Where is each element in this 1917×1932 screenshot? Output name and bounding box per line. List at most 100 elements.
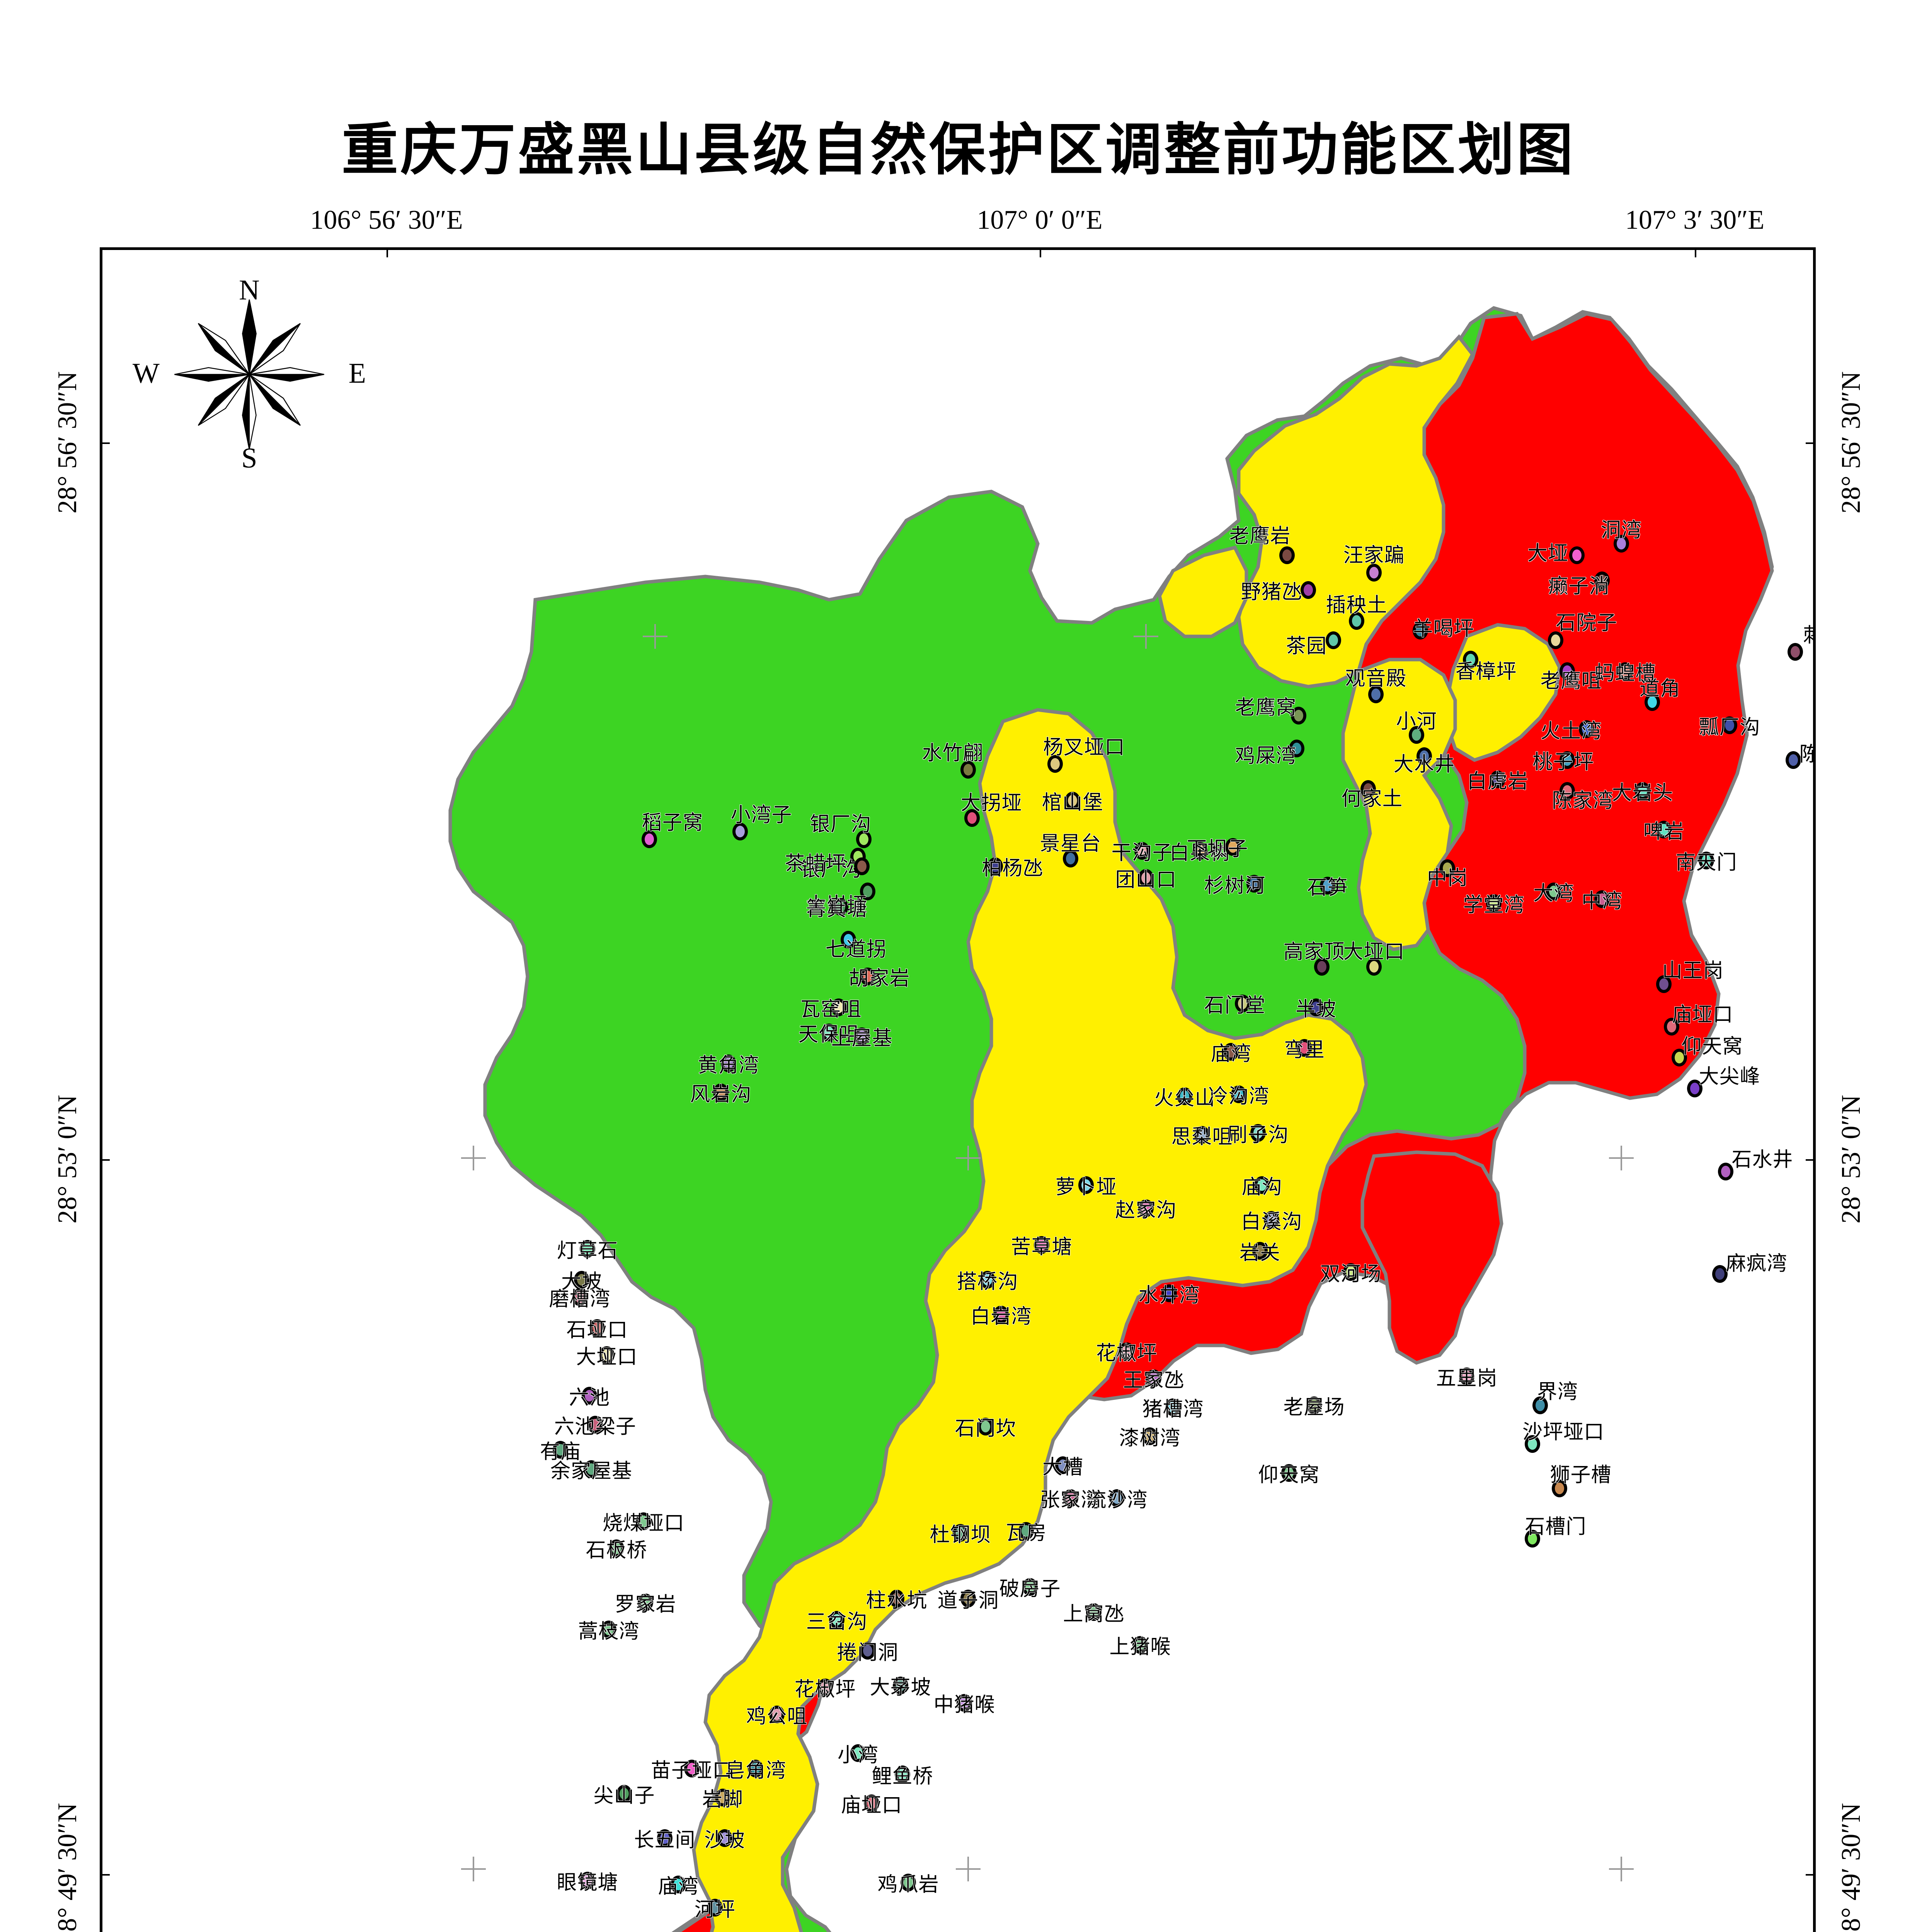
place-marker[interactable] xyxy=(833,898,848,916)
place-marker[interactable] xyxy=(1559,782,1575,800)
place-marker[interactable] xyxy=(1409,726,1424,744)
place-marker[interactable] xyxy=(1413,622,1428,639)
place-marker[interactable] xyxy=(980,1271,995,1289)
place-marker[interactable] xyxy=(1314,958,1330,976)
place-marker[interactable] xyxy=(1569,546,1585,564)
place-marker[interactable] xyxy=(1687,1080,1702,1097)
place-marker[interactable] xyxy=(1231,1085,1246,1103)
place-marker[interactable] xyxy=(609,1539,624,1557)
place-marker[interactable] xyxy=(1281,1464,1297,1482)
place-marker[interactable] xyxy=(901,1874,916,1891)
place-marker[interactable] xyxy=(1788,643,1803,661)
place-marker[interactable] xyxy=(1254,1176,1270,1194)
place-marker[interactable] xyxy=(1594,890,1610,908)
place-marker[interactable] xyxy=(1614,535,1629,553)
place-marker[interactable] xyxy=(671,1876,686,1893)
place-marker[interactable] xyxy=(895,1765,910,1783)
place-marker[interactable] xyxy=(1664,1018,1679,1036)
place-marker[interactable] xyxy=(1301,581,1316,599)
place-marker[interactable] xyxy=(1225,838,1241,856)
place-marker[interactable] xyxy=(1699,852,1714,869)
place-marker[interactable] xyxy=(864,1794,879,1812)
place-marker[interactable] xyxy=(580,1872,595,1889)
place-marker[interactable] xyxy=(987,857,1003,875)
place-marker[interactable] xyxy=(1718,1163,1733,1180)
place-marker[interactable] xyxy=(1194,1126,1210,1144)
place-marker[interactable] xyxy=(1146,1369,1161,1387)
place-marker[interactable] xyxy=(1343,1263,1359,1281)
place-marker[interactable] xyxy=(821,1024,837,1041)
place-marker[interactable] xyxy=(1617,662,1633,680)
place-marker[interactable] xyxy=(1047,755,1063,773)
place-marker[interactable] xyxy=(856,830,872,848)
place-marker[interactable] xyxy=(1360,780,1376,798)
place-marker[interactable] xyxy=(1486,894,1502,912)
place-marker[interactable] xyxy=(993,1306,1009,1323)
place-marker[interactable] xyxy=(769,1706,785,1723)
place-marker[interactable] xyxy=(1297,1039,1312,1057)
place-marker[interactable] xyxy=(1594,571,1610,589)
place-marker[interactable] xyxy=(1656,821,1672,838)
place-marker[interactable] xyxy=(732,823,748,840)
place-marker[interactable] xyxy=(889,1590,904,1607)
place-marker[interactable] xyxy=(1192,842,1208,860)
place-marker[interactable] xyxy=(831,998,846,1016)
place-marker[interactable] xyxy=(860,968,875,985)
place-marker[interactable] xyxy=(1349,612,1364,630)
place-marker[interactable] xyxy=(1440,859,1455,877)
place-marker[interactable] xyxy=(1264,1211,1279,1229)
place-marker[interactable] xyxy=(1055,1456,1071,1474)
place-marker[interactable] xyxy=(748,1760,763,1777)
place-marker[interactable] xyxy=(1559,662,1575,680)
place-marker[interactable] xyxy=(1532,1396,1548,1414)
place-marker[interactable] xyxy=(1065,792,1080,810)
place-marker[interactable] xyxy=(1525,1530,1540,1548)
place-marker[interactable] xyxy=(1326,631,1341,649)
place-marker[interactable] xyxy=(1368,685,1384,703)
place-marker[interactable] xyxy=(1306,1396,1322,1414)
place-marker[interactable] xyxy=(860,1642,875,1660)
place-marker[interactable] xyxy=(1635,782,1650,800)
place-marker[interactable] xyxy=(1579,720,1594,738)
place-marker[interactable] xyxy=(1109,1489,1125,1507)
place-marker[interactable] xyxy=(553,1441,568,1459)
place-marker[interactable] xyxy=(1063,850,1078,867)
place-marker[interactable] xyxy=(1546,883,1561,900)
place-marker[interactable] xyxy=(850,1744,866,1762)
place-marker[interactable] xyxy=(960,1590,976,1607)
place-marker[interactable] xyxy=(953,1524,968,1542)
place-marker[interactable] xyxy=(580,1240,595,1258)
place-marker[interactable] xyxy=(638,1594,653,1611)
place-marker[interactable] xyxy=(1138,1199,1154,1217)
place-marker[interactable] xyxy=(1223,1043,1239,1061)
place-marker[interactable] xyxy=(957,1694,972,1712)
place-marker[interactable] xyxy=(1416,747,1432,765)
place-marker[interactable] xyxy=(1552,1480,1567,1497)
place-marker[interactable] xyxy=(817,1679,833,1696)
place-marker[interactable] xyxy=(582,1387,597,1405)
place-marker[interactable] xyxy=(860,883,875,900)
place-marker[interactable] xyxy=(717,1829,732,1847)
place-marker[interactable] xyxy=(1463,651,1478,668)
place-marker[interactable] xyxy=(684,1760,700,1777)
place-marker[interactable] xyxy=(960,761,976,779)
place-marker[interactable] xyxy=(1132,1636,1148,1654)
place-marker[interactable] xyxy=(721,1054,736,1072)
place-marker[interactable] xyxy=(1291,707,1306,724)
place-marker[interactable] xyxy=(978,1418,993,1435)
place-marker[interactable] xyxy=(1250,1124,1266,1142)
place-marker[interactable] xyxy=(854,1027,870,1045)
place-marker[interactable] xyxy=(642,830,657,848)
place-marker[interactable] xyxy=(1786,751,1801,769)
place-marker[interactable] xyxy=(829,1611,844,1629)
place-marker[interactable] xyxy=(713,1083,729,1101)
place-marker[interactable] xyxy=(1138,869,1154,887)
place-marker[interactable] xyxy=(1142,1427,1158,1445)
place-marker[interactable] xyxy=(1525,1435,1540,1453)
place-marker[interactable] xyxy=(1034,1236,1049,1254)
place-marker[interactable] xyxy=(1289,740,1304,757)
place-marker[interactable] xyxy=(1086,1603,1102,1621)
place-marker[interactable] xyxy=(1177,1087,1192,1105)
place-marker[interactable] xyxy=(1320,877,1335,895)
place-marker[interactable] xyxy=(636,1512,651,1530)
